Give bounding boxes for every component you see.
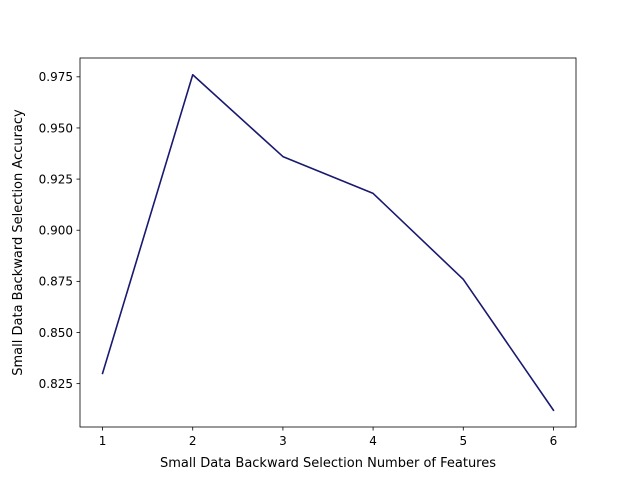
y-tick-label: 0.825 (39, 377, 73, 391)
y-axis: 0.825 0.850 0.875 0.900 0.925 0.950 0.975 (39, 70, 80, 391)
y-tick-label: 0.850 (39, 326, 73, 340)
x-tick-label: 1 (99, 434, 107, 448)
y-axis-label: Small Data Backward Selection Accuracy (11, 109, 26, 376)
x-tick-label: 3 (279, 434, 287, 448)
x-tick-label: 5 (459, 434, 467, 448)
y-tick-label: 0.925 (39, 172, 73, 186)
x-axis-label: Small Data Backward Selection Number of … (160, 456, 496, 471)
x-tick-label: 2 (189, 434, 197, 448)
y-tick-label: 0.900 (39, 224, 73, 238)
x-tick-label: 4 (369, 434, 377, 448)
x-tick-label: 6 (550, 434, 558, 448)
plot-layer (101, 73, 555, 412)
y-tick-label: 0.975 (39, 70, 73, 84)
y-tick-label: 0.950 (39, 121, 73, 135)
x-axis: 1 2 3 4 5 6 (99, 427, 558, 448)
y-tick-label: 0.875 (39, 275, 73, 289)
series-line-1 (101, 73, 555, 412)
plot-frame (79, 57, 577, 428)
